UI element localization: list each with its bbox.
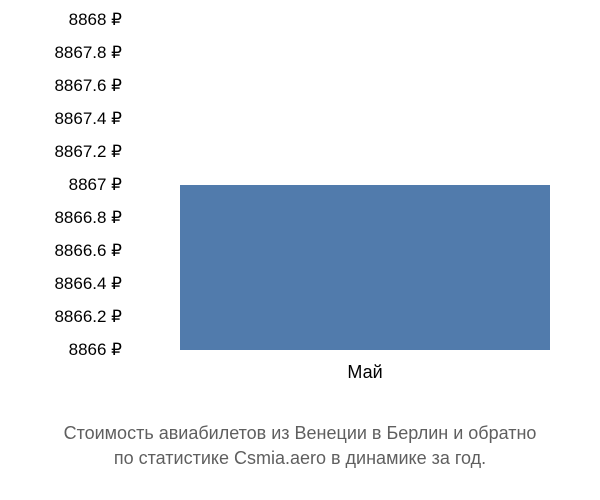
y-tick-label: 8868 ₽ — [69, 10, 122, 30]
y-tick-label: 8867.8 ₽ — [54, 43, 122, 63]
caption-line-2: по статистике Csmia.aero в динамике за г… — [114, 448, 486, 468]
y-tick-label: 8867.6 ₽ — [54, 76, 122, 96]
y-tick-label: 8866.6 ₽ — [54, 241, 122, 261]
price-chart: 8868 ₽8867.8 ₽8867.6 ₽8867.4 ₽8867.2 ₽88… — [0, 20, 600, 380]
y-tick-label: 8866.4 ₽ — [54, 274, 122, 294]
y-tick-label: 8866.2 ₽ — [54, 307, 122, 327]
y-tick-label: 8866 ₽ — [69, 340, 122, 360]
y-tick-label: 8867 ₽ — [69, 175, 122, 195]
plot-area — [140, 20, 570, 350]
x-tick-label: Май — [347, 362, 382, 383]
y-axis: 8868 ₽8867.8 ₽8867.6 ₽8867.4 ₽8867.2 ₽88… — [0, 20, 130, 350]
caption-line-1: Стоимость авиабилетов из Венеции в Берли… — [64, 423, 537, 443]
chart-caption: Стоимость авиабилетов из Венеции в Берли… — [0, 421, 600, 470]
y-tick-label: 8867.2 ₽ — [54, 142, 122, 162]
y-tick-label: 8867.4 ₽ — [54, 109, 122, 129]
bar — [180, 185, 550, 350]
y-tick-label: 8866.8 ₽ — [54, 208, 122, 228]
